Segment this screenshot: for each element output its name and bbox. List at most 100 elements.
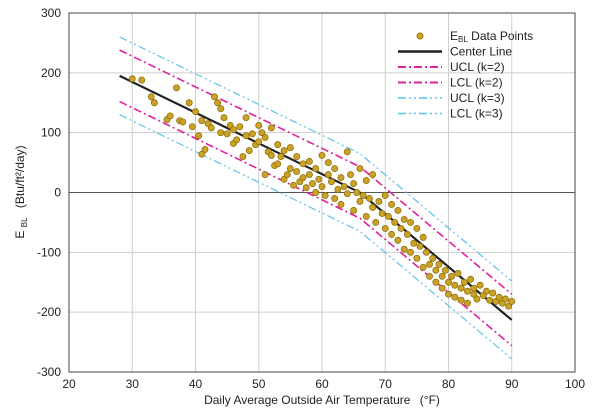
line-ucl3 [119,36,513,282]
data-point [350,206,358,214]
data-point [457,284,465,292]
legend-item-lcl2: LCL (k=2) [398,76,503,90]
data-point [403,230,411,238]
data-point [220,114,228,122]
data-point [261,134,269,141]
data-point [400,245,408,253]
data-point [274,141,282,149]
data-point [388,201,396,208]
x-tick-label: 80 [442,377,456,391]
data-point [356,165,364,173]
data-point [486,296,494,304]
data-point [255,122,263,129]
data-point [407,218,414,226]
data-point [369,171,377,178]
data-point [286,144,294,152]
legend-item-points: EBL Data Points [416,29,533,44]
data-point [397,224,405,232]
data-point [505,302,513,310]
data-point [391,218,399,226]
data-point [343,190,351,198]
x-tick-label: 100 [565,377,585,391]
legend-label: LCL (k=3) [450,107,503,121]
data-point [451,293,459,301]
data-point [188,123,196,131]
data-point [347,171,354,178]
data-point [372,218,380,226]
data-point [464,299,471,307]
data-point [201,145,209,153]
data-point [293,168,301,176]
y-axis-tick-labels: 300 200 100 0 -100 -200 -300 [37,6,61,379]
data-point [429,254,437,262]
data-point [290,181,297,189]
data-point [324,159,332,167]
data-point [419,263,427,271]
line-lcl2 [119,100,513,347]
x-tick-label: 60 [315,377,329,391]
legend-item-center: Center Line [398,45,512,59]
data-point [255,138,263,146]
data-point [261,171,269,178]
y-tick-label: 0 [54,186,61,200]
data-point [239,153,247,161]
legend-item-ucl3: UCL (k=3) [398,91,505,105]
data-point [508,297,516,305]
legend-label: UCL (k=3) [450,91,505,105]
data-point [365,195,373,202]
x-tick-label: 20 [62,377,76,391]
data-point [337,174,345,181]
y-axis-title: E BL (Btu/ft²/day) [13,145,30,238]
data-point [381,192,389,199]
data-point [223,130,231,138]
data-point [356,198,364,205]
data-point [179,118,187,126]
data-point [473,295,481,303]
data-points [128,75,516,310]
x-tick-label: 50 [252,377,266,391]
data-point [283,171,291,178]
legend-label: Center Line [450,45,512,59]
data-point [267,151,275,159]
data-point [467,275,475,283]
legend-label: UCL (k=2) [450,60,505,74]
data-point [334,186,342,193]
data-point [350,180,358,187]
data-point [214,99,222,107]
data-point [378,209,386,217]
data-point [432,278,440,286]
data-point [369,204,377,211]
data-point [410,239,418,247]
data-point [321,192,329,199]
data-point [457,296,465,304]
data-point [470,284,478,292]
data-point [258,129,266,137]
data-point [359,192,367,199]
data-point [192,108,199,116]
data-point [362,177,370,184]
legend-item-lcl3: LCL (k=3) [398,107,503,121]
data-point [438,284,446,292]
data-point [128,75,136,83]
data-point [400,215,408,223]
data-point [233,136,241,144]
data-point [299,174,307,181]
data-point [419,233,427,241]
legend-swatch-point [416,32,424,40]
data-point [476,281,484,289]
legend-label: EBL Data Points [450,29,533,44]
data-point [416,242,424,250]
legend-item-ucl2: UCL (k=2) [398,60,505,74]
data-point [460,278,468,286]
data-point [198,117,206,125]
x-tick-label: 30 [126,377,140,391]
data-point [445,278,452,286]
y-tick-label: 300 [41,6,61,20]
data-point [248,130,256,138]
data-point [337,201,345,208]
y-tick-label: 100 [41,126,61,140]
data-point [302,184,310,192]
y-tick-label: -200 [37,305,61,319]
data-point [426,260,433,268]
data-point [312,189,320,196]
